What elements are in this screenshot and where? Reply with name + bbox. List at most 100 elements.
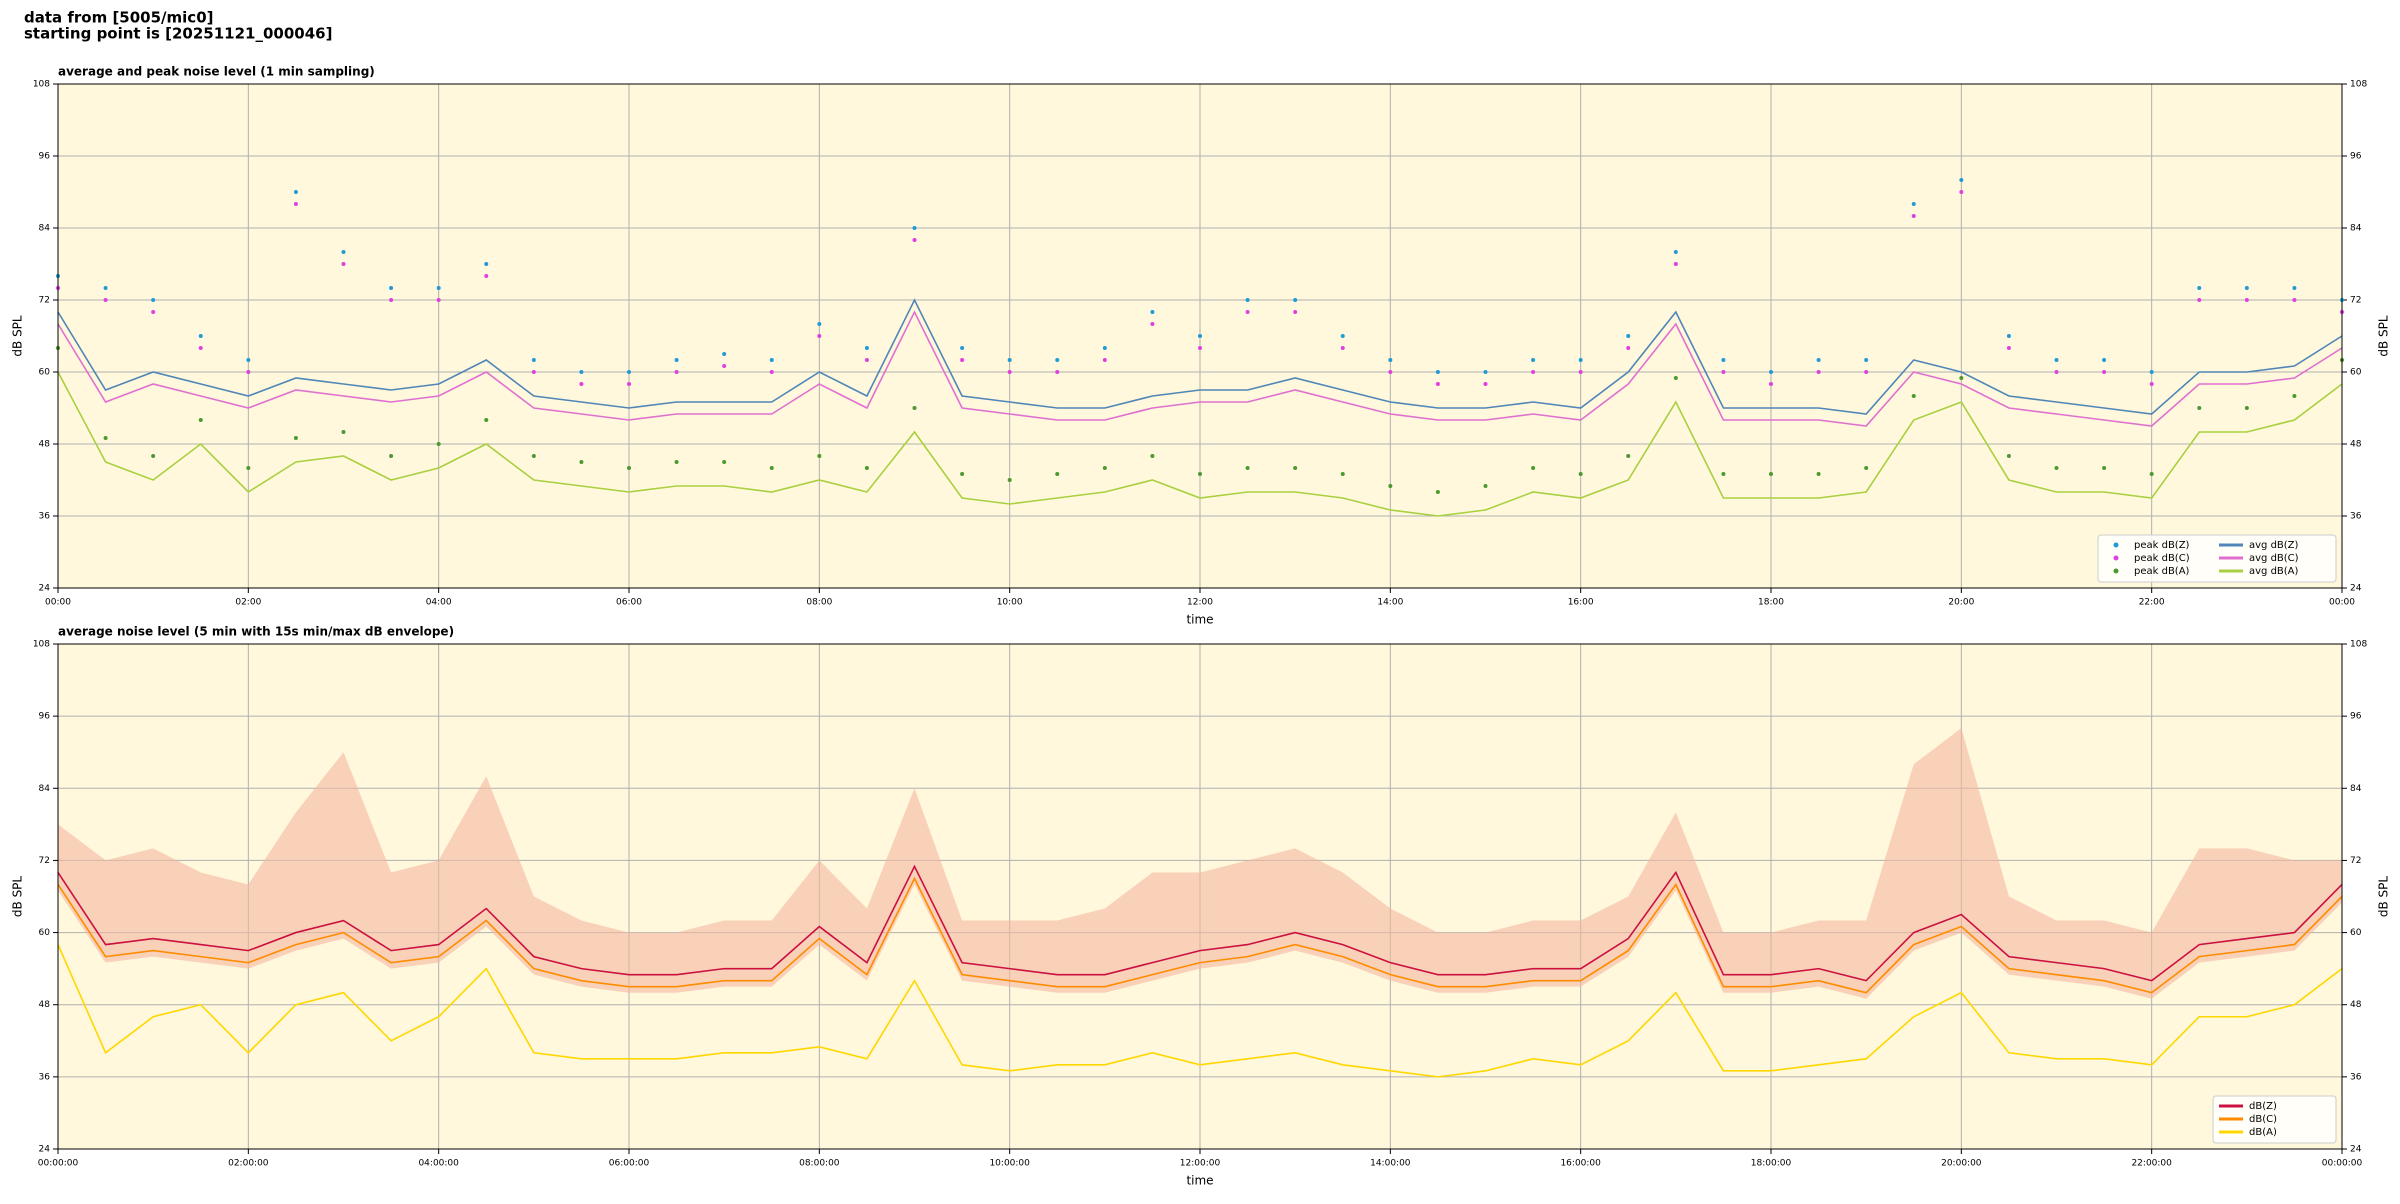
peak-point: [1340, 346, 1345, 350]
legend-box: [2212, 1095, 2337, 1144]
peak-point: [1673, 376, 1678, 380]
peak-point: [1483, 484, 1488, 488]
peak-point: [1673, 250, 1678, 254]
peak-point: [1959, 376, 1964, 380]
y2-tick-label: 36: [2350, 1072, 2362, 1082]
peak-point: [436, 442, 441, 446]
peak-point: [2149, 472, 2154, 476]
peak-point: [1055, 472, 1060, 476]
y2-tick-label: 72: [2350, 856, 2361, 866]
peak-point: [1626, 346, 1631, 350]
y-axis-label: dB SPL: [11, 315, 25, 357]
peak-point: [1959, 178, 1964, 182]
peak-point: [2244, 286, 2249, 290]
peak-point: [1531, 370, 1536, 374]
peak-point: [1769, 382, 1773, 386]
peak-point: [722, 460, 727, 464]
peak-point: [2006, 346, 2011, 350]
peak-point: [1483, 370, 1488, 374]
peak-point: [1435, 490, 1440, 494]
peak-point: [1864, 370, 1869, 374]
peak-point: [341, 262, 346, 266]
peak-point: [1816, 472, 1821, 476]
peak-point: [1673, 262, 1678, 266]
legend-label: avg dB(A): [2249, 566, 2299, 577]
peak-point: [1864, 466, 1869, 470]
peak-point: [2054, 370, 2059, 374]
legend-label: peak dB(C): [2134, 553, 2190, 564]
peak-point: [2149, 382, 2154, 386]
x-tick-label: 08:00:00: [799, 1159, 840, 1169]
x-tick-label: 02:00:00: [228, 1159, 269, 1169]
y-tick-label: 36: [39, 512, 51, 522]
peak-point: [1150, 310, 1155, 314]
peak-point: [2197, 406, 2202, 410]
peak-point: [769, 466, 774, 470]
x-tick-label: 16:00: [1568, 598, 1594, 608]
chart-title: average noise level (5 min with 15s min/…: [58, 625, 454, 639]
peak-point: [1007, 370, 1012, 374]
peak-point: [103, 436, 108, 440]
peak-point: [531, 358, 536, 362]
peak-point: [103, 298, 108, 302]
peak-point: [1102, 358, 1107, 362]
peak-point: [769, 370, 774, 374]
peak-point: [1911, 394, 1916, 398]
legend-label: peak dB(A): [2134, 566, 2190, 577]
peak-point: [246, 370, 251, 374]
legend-label: dB(Z): [2249, 1101, 2277, 1112]
peak-point: [627, 382, 631, 386]
y-tick-label: 60: [39, 368, 51, 378]
peak-point: [198, 346, 203, 350]
peak-point: [1578, 358, 1583, 362]
peak-point: [389, 286, 394, 290]
peak-point: [1626, 454, 1631, 458]
peak-point: [674, 358, 679, 362]
y-tick-label: 96: [39, 152, 51, 162]
peak-point: [2006, 334, 2011, 338]
peak-point: [1816, 370, 1821, 374]
peak-point: [2292, 394, 2297, 398]
peak-point: [1911, 202, 1916, 206]
peak-point: [198, 334, 203, 338]
peak-point: [484, 262, 489, 266]
x-tick-label: 02:00: [235, 598, 261, 608]
peak-point: [151, 454, 156, 458]
y-tick-label: 72: [39, 856, 50, 866]
peak-point: [1769, 472, 1773, 476]
peak-point: [2149, 370, 2154, 374]
y2-tick-label: 96: [2350, 712, 2362, 722]
peak-point: [484, 418, 489, 422]
peak-point: [1626, 334, 1631, 338]
peak-point: [2054, 466, 2059, 470]
legend-label: dB(A): [2249, 1127, 2277, 1138]
y-tick-label: 24: [39, 584, 51, 594]
peak-point: [1388, 484, 1393, 488]
y-tick-label: 108: [33, 640, 50, 650]
series-line: [57, 864, 2343, 982]
peak-point: [151, 298, 156, 302]
y2-tick-label: 108: [2350, 640, 2367, 650]
peak-point: [1578, 472, 1583, 476]
peak-point: [864, 466, 869, 470]
x-tick-label: 14:00:00: [1370, 1159, 1411, 1169]
peak-point: [1388, 358, 1393, 362]
x-tick-label: 00:00:00: [38, 1159, 79, 1169]
legend-label: dB(C): [2249, 1114, 2277, 1125]
peak-point: [579, 460, 584, 464]
peak-point: [341, 250, 346, 254]
peak-point: [1911, 214, 1916, 218]
y-tick-label: 84: [39, 224, 51, 234]
peak-point: [2197, 286, 2202, 290]
peak-point: [1435, 382, 1440, 386]
chart-title: average and peak noise level (1 min samp…: [58, 65, 375, 79]
peak-point: [1483, 382, 1488, 386]
peak-point: [246, 358, 251, 362]
y-tick-label: 36: [39, 1072, 51, 1082]
y2-axis-label: dB SPL: [2377, 876, 2391, 918]
y-tick-label: 108: [33, 80, 50, 90]
y2-tick-label: 24: [2350, 584, 2362, 594]
y2-tick-label: 48: [2350, 440, 2362, 450]
series-line: [57, 876, 2343, 994]
